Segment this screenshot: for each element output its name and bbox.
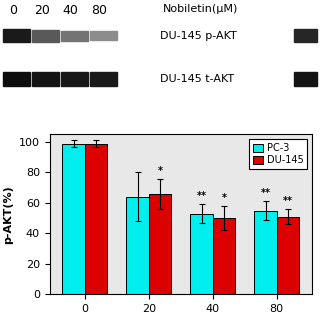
Bar <box>85 144 107 294</box>
Bar <box>61 72 88 86</box>
Text: 0: 0 <box>9 4 17 17</box>
Y-axis label: p-AKT(%): p-AKT(%) <box>3 185 13 244</box>
Bar <box>32 72 59 86</box>
Legend: PC-3, DU-145: PC-3, DU-145 <box>249 139 307 169</box>
Bar <box>277 217 299 294</box>
Bar <box>61 31 88 41</box>
Bar <box>3 72 30 86</box>
Text: DU-145 t-AKT: DU-145 t-AKT <box>160 74 234 84</box>
Bar <box>213 218 235 294</box>
Bar <box>90 72 117 86</box>
Bar <box>149 194 171 294</box>
Text: *: * <box>157 165 163 176</box>
Text: 40: 40 <box>62 4 78 17</box>
Text: **: ** <box>260 188 271 198</box>
Bar <box>294 29 317 42</box>
Bar <box>32 30 59 42</box>
Bar <box>190 214 213 294</box>
Text: Nobiletin(μM): Nobiletin(μM) <box>163 4 239 14</box>
Text: 20: 20 <box>34 4 50 17</box>
Text: *: * <box>221 193 227 203</box>
Bar <box>294 72 317 86</box>
Text: **: ** <box>283 196 293 206</box>
Bar <box>90 31 117 40</box>
Bar <box>254 211 277 294</box>
Text: **: ** <box>196 191 207 202</box>
Bar <box>3 29 30 42</box>
Text: DU-145 p-AKT: DU-145 p-AKT <box>160 31 237 41</box>
Text: 80: 80 <box>91 4 107 17</box>
Bar <box>126 197 149 294</box>
Bar <box>62 144 85 294</box>
